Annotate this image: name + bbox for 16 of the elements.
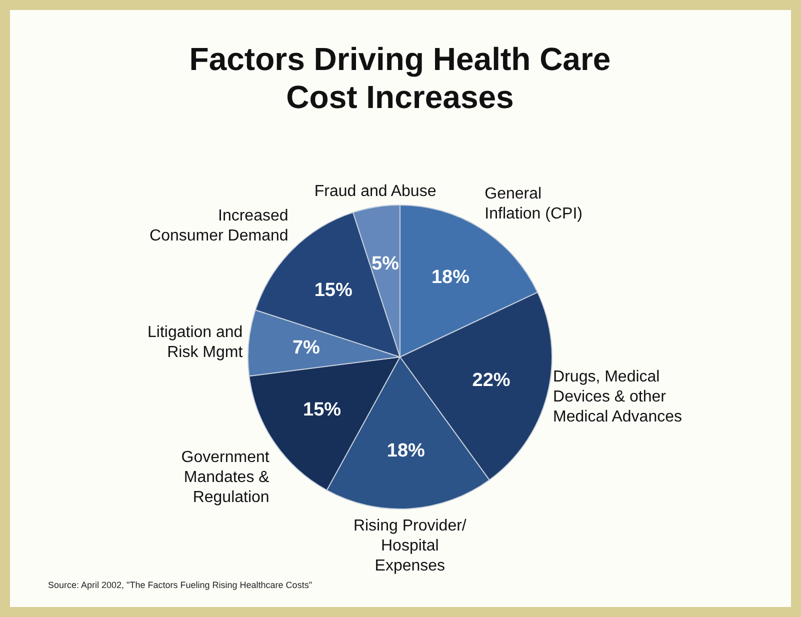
data-label: 15% [303, 399, 342, 420]
chart-title: Factors Driving Health Care Cost Increases [189, 41, 611, 115]
slice-label: General Inflation (CPI) [484, 186, 582, 223]
slice-label: Increased Consumer Demand [150, 207, 288, 244]
data-label: 5% [372, 253, 400, 274]
data-label: 15% [314, 280, 352, 301]
slice-label: Litigation and Risk Mgmt [148, 324, 244, 362]
slice-label: Rising Provider/ Hospital Expenses [353, 518, 467, 575]
source-note: Source: April 2002, "The Factors Fueling Rising Healthcare Costs" [48, 580, 312, 590]
slice-label: Government Mandates & Regulation [181, 448, 270, 506]
data-label: 22% [472, 370, 510, 391]
data-label: 7% [292, 338, 320, 359]
data-label: 18% [431, 266, 470, 288]
slice-label: Drugs, Medical Devices & other Medical Advances [553, 368, 682, 426]
slice-label: Fraud and Abuse [314, 182, 436, 200]
data-label: 18% [386, 440, 426, 462]
